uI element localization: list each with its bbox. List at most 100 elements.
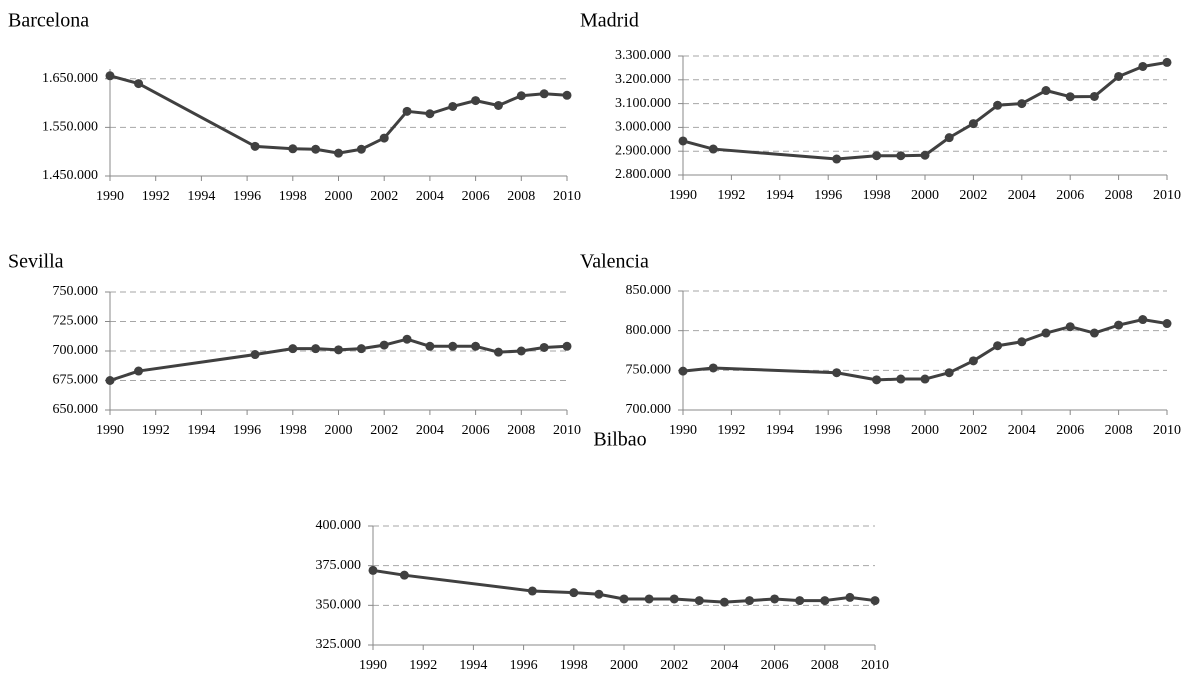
- data-point: [669, 594, 679, 604]
- data-point: [425, 341, 435, 351]
- x-tick-label: 1990: [669, 423, 697, 438]
- data-point: [105, 71, 115, 81]
- y-tick-label: 375.000: [316, 558, 362, 573]
- data-point: [920, 374, 930, 384]
- data-point: [134, 79, 144, 89]
- data-point: [399, 570, 409, 580]
- x-tick-label: 1996: [233, 189, 261, 204]
- data-line: [109, 337, 568, 382]
- data-point: [872, 151, 882, 161]
- data-point: [719, 597, 729, 607]
- data-point: [832, 154, 842, 164]
- data-point: [594, 589, 604, 599]
- data-line: [372, 568, 876, 604]
- x-tick-label: 1990: [96, 423, 124, 438]
- x-tick-label: 2004: [1008, 188, 1036, 203]
- x-tick-label: 2008: [507, 189, 535, 204]
- y-tick-label: 675.000: [53, 373, 99, 388]
- y-tick-label: 3.000.000: [615, 120, 671, 135]
- data-point: [516, 346, 526, 356]
- chart-title: Bilbao: [593, 429, 646, 451]
- y-tick-label: 350.000: [316, 598, 362, 613]
- data-point: [402, 106, 412, 116]
- x-tick-label: 2010: [1153, 423, 1181, 438]
- data-point: [516, 91, 526, 101]
- data-point: [539, 89, 549, 99]
- data-point: [870, 596, 880, 606]
- data-point: [1089, 91, 1099, 101]
- y-tick-label: 750.000: [53, 284, 99, 299]
- data-point: [968, 356, 978, 366]
- data-point: [288, 144, 298, 154]
- data-point: [311, 144, 321, 154]
- data-point: [250, 141, 260, 151]
- x-tick-label: 2002: [370, 423, 398, 438]
- x-tick-label: 2010: [1153, 188, 1181, 203]
- data-point: [562, 90, 572, 100]
- x-tick-label: 1992: [142, 189, 170, 204]
- data-point: [845, 592, 855, 602]
- data-point: [820, 596, 830, 606]
- y-tick-label: 800.000: [626, 323, 672, 338]
- data-point: [644, 594, 654, 604]
- data-point: [1138, 61, 1148, 71]
- x-tick-label: 2006: [462, 189, 490, 204]
- x-tick-label: 2000: [325, 189, 353, 204]
- chart-title: Madrid: [580, 10, 639, 32]
- x-tick-label: 2004: [1008, 423, 1036, 438]
- y-tick-label: 2.900.000: [615, 143, 671, 158]
- data-point: [569, 588, 579, 598]
- x-tick-label: 2000: [325, 423, 353, 438]
- y-tick-label: 2.800.000: [615, 167, 671, 182]
- data-point: [356, 144, 366, 154]
- data-point: [334, 345, 343, 355]
- data-point: [920, 150, 930, 160]
- x-tick-label: 2002: [370, 189, 398, 204]
- data-point: [527, 586, 537, 596]
- x-tick-label: 1996: [814, 423, 842, 438]
- x-tick-label: 2002: [959, 188, 987, 203]
- data-point: [745, 596, 754, 606]
- x-tick-label: 1996: [510, 658, 538, 673]
- chart-title: Barcelona: [8, 10, 89, 32]
- data-point: [493, 347, 503, 357]
- data-point: [1065, 92, 1075, 102]
- data-point: [944, 133, 954, 143]
- data-point: [619, 594, 629, 604]
- data-point: [1162, 319, 1172, 329]
- data-point: [539, 342, 549, 352]
- x-tick-label: 1990: [359, 658, 387, 673]
- data-point: [379, 340, 389, 350]
- data-point: [471, 341, 481, 351]
- data-point: [1017, 337, 1027, 347]
- data-point: [1114, 320, 1124, 330]
- x-tick-label: 1992: [717, 423, 745, 438]
- data-point: [708, 144, 718, 154]
- y-tick-label: 725.000: [53, 314, 99, 329]
- data-point: [448, 101, 458, 111]
- x-tick-label: 2010: [553, 189, 581, 204]
- data-point: [770, 594, 780, 604]
- y-tick-label: 1.550.000: [42, 120, 98, 135]
- x-tick-label: 1994: [766, 423, 794, 438]
- data-point: [993, 100, 1003, 110]
- data-point: [896, 151, 906, 161]
- chart-title: Valencia: [580, 251, 649, 273]
- x-tick-label: 1998: [863, 423, 891, 438]
- data-point: [896, 374, 906, 384]
- x-tick-label: 2010: [861, 658, 889, 673]
- data-point: [493, 100, 503, 110]
- x-tick-label: 1990: [669, 188, 697, 203]
- data-point: [968, 119, 978, 129]
- y-tick-label: 750.000: [626, 363, 672, 378]
- x-tick-label: 2006: [462, 423, 490, 438]
- x-tick-label: 2008: [1105, 188, 1133, 203]
- x-tick-label: 2008: [1105, 423, 1133, 438]
- x-tick-label: 2002: [660, 658, 688, 673]
- data-line: [682, 318, 1168, 382]
- data-point: [678, 366, 688, 376]
- x-tick-label: 1992: [409, 658, 437, 673]
- data-point: [832, 368, 842, 378]
- data-point: [678, 136, 688, 146]
- data-point: [1041, 328, 1051, 338]
